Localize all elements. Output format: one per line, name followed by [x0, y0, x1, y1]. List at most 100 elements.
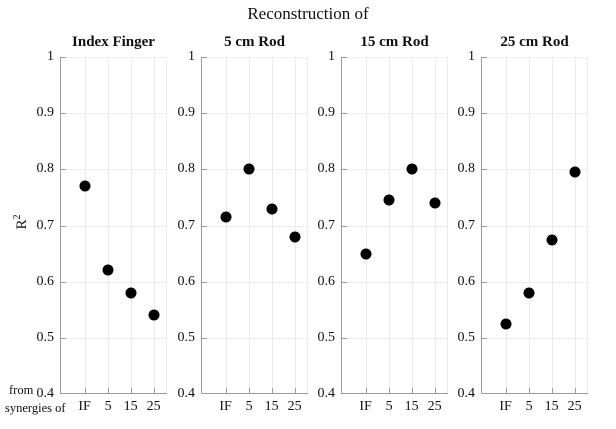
h-gridline [60, 113, 167, 114]
y-tick-mark [61, 57, 66, 58]
y-tick-mark [342, 226, 347, 227]
x-axis-line [341, 393, 448, 394]
x-tick-mark [249, 388, 250, 393]
y-tick-label: 0.9 [36, 105, 55, 121]
x-tick-label: IF [359, 399, 372, 414]
x-tick-mark [366, 388, 367, 393]
y-tick-label: 0.7 [177, 217, 196, 233]
subplot-title: 25 cm Rod [500, 34, 569, 50]
data-point [125, 287, 137, 299]
plot-area [481, 57, 588, 394]
y-tick-label: 0.7 [457, 217, 476, 233]
y-axis-line [60, 57, 61, 394]
x-tick-mark [154, 388, 155, 393]
h-gridline [60, 282, 167, 283]
y-tick-mark [482, 57, 487, 58]
x-tick-mark [226, 388, 227, 393]
y-tick-mark [202, 338, 207, 339]
h-gridline [481, 282, 588, 283]
h-gridline [481, 113, 588, 114]
h-gridline [60, 226, 167, 227]
y-tick-label: 0.9 [317, 105, 336, 121]
data-point [243, 163, 255, 175]
x-tick-label: IF [499, 399, 512, 414]
figure-title: Reconstruction of [247, 4, 369, 23]
h-gridline [201, 338, 308, 339]
data-point [266, 203, 278, 215]
x-axis-line [201, 393, 308, 394]
y-tick-label: 1 [468, 49, 475, 64]
data-point [289, 231, 301, 243]
y-tick-label: 0.4 [36, 386, 55, 401]
y-axis-line [481, 57, 482, 394]
h-gridline [201, 226, 308, 227]
y-tick-mark [202, 393, 207, 394]
data-point [360, 248, 372, 260]
y-tick-label: 0.4 [177, 386, 196, 401]
data-point [406, 163, 418, 175]
x-tick-label: 15 [264, 399, 279, 414]
plot-area [341, 57, 448, 394]
subplot-title: Index Finger [72, 34, 155, 50]
y-tick-mark [342, 338, 347, 339]
h-gridline [481, 169, 588, 170]
y-tick-label: 0.4 [317, 386, 336, 401]
y-tick-label: 0.8 [457, 161, 476, 177]
h-gridline [60, 338, 167, 339]
y-tick-label: 0.9 [177, 105, 196, 121]
x-tick-mark [506, 388, 507, 393]
y-tick-label: 0.6 [317, 273, 336, 289]
v-gridline [587, 57, 588, 394]
v-gridline [154, 57, 155, 394]
h-gridline [481, 338, 588, 339]
y-tick-label: 1 [47, 49, 54, 64]
data-point [500, 318, 512, 330]
x-tick-label: 25 [567, 399, 582, 414]
v-gridline [272, 57, 273, 394]
y-tick-mark [342, 113, 347, 114]
y-tick-label: 0.4 [457, 386, 476, 401]
v-gridline [166, 57, 167, 394]
y-tick-mark [61, 169, 66, 170]
x-axis-line [60, 393, 167, 394]
v-gridline [85, 57, 86, 394]
y-tick-mark [482, 393, 487, 394]
y-tick-mark [482, 169, 487, 170]
x-tick-label: 5 [385, 399, 393, 414]
data-point [102, 264, 114, 276]
y-tick-mark [61, 393, 66, 394]
x-tick-label: 25 [146, 399, 161, 414]
data-point [148, 309, 160, 321]
v-gridline [552, 57, 553, 394]
x-tick-mark [389, 388, 390, 393]
y-tick-label: 0.5 [36, 329, 55, 345]
y-tick-mark [202, 282, 207, 283]
data-point [220, 211, 232, 223]
v-gridline [295, 57, 296, 394]
x-tick-label: 25 [287, 399, 302, 414]
y-tick-label: 1 [328, 49, 335, 64]
v-gridline [366, 57, 367, 394]
corner-label-line2: synergies of [5, 401, 66, 415]
x-tick-label: 5 [525, 399, 533, 414]
x-tick-mark [552, 388, 553, 393]
y-tick-label: 0.7 [317, 217, 336, 233]
h-gridline [60, 169, 167, 170]
y-tick-label: 0.6 [177, 273, 196, 289]
x-axis-line [481, 393, 588, 394]
v-gridline [447, 57, 448, 394]
v-gridline [529, 57, 530, 394]
h-gridline [341, 169, 448, 170]
x-tick-label: IF [219, 399, 232, 414]
y-tick-label: 0.6 [36, 273, 55, 289]
y-tick-mark [482, 338, 487, 339]
x-tick-mark [435, 388, 436, 393]
y-tick-mark [482, 113, 487, 114]
h-gridline [341, 282, 448, 283]
y-tick-mark [61, 282, 66, 283]
y-tick-label: 0.8 [36, 161, 55, 177]
corner-label-line1: from [9, 383, 34, 397]
data-point [523, 287, 535, 299]
h-gridline [481, 226, 588, 227]
